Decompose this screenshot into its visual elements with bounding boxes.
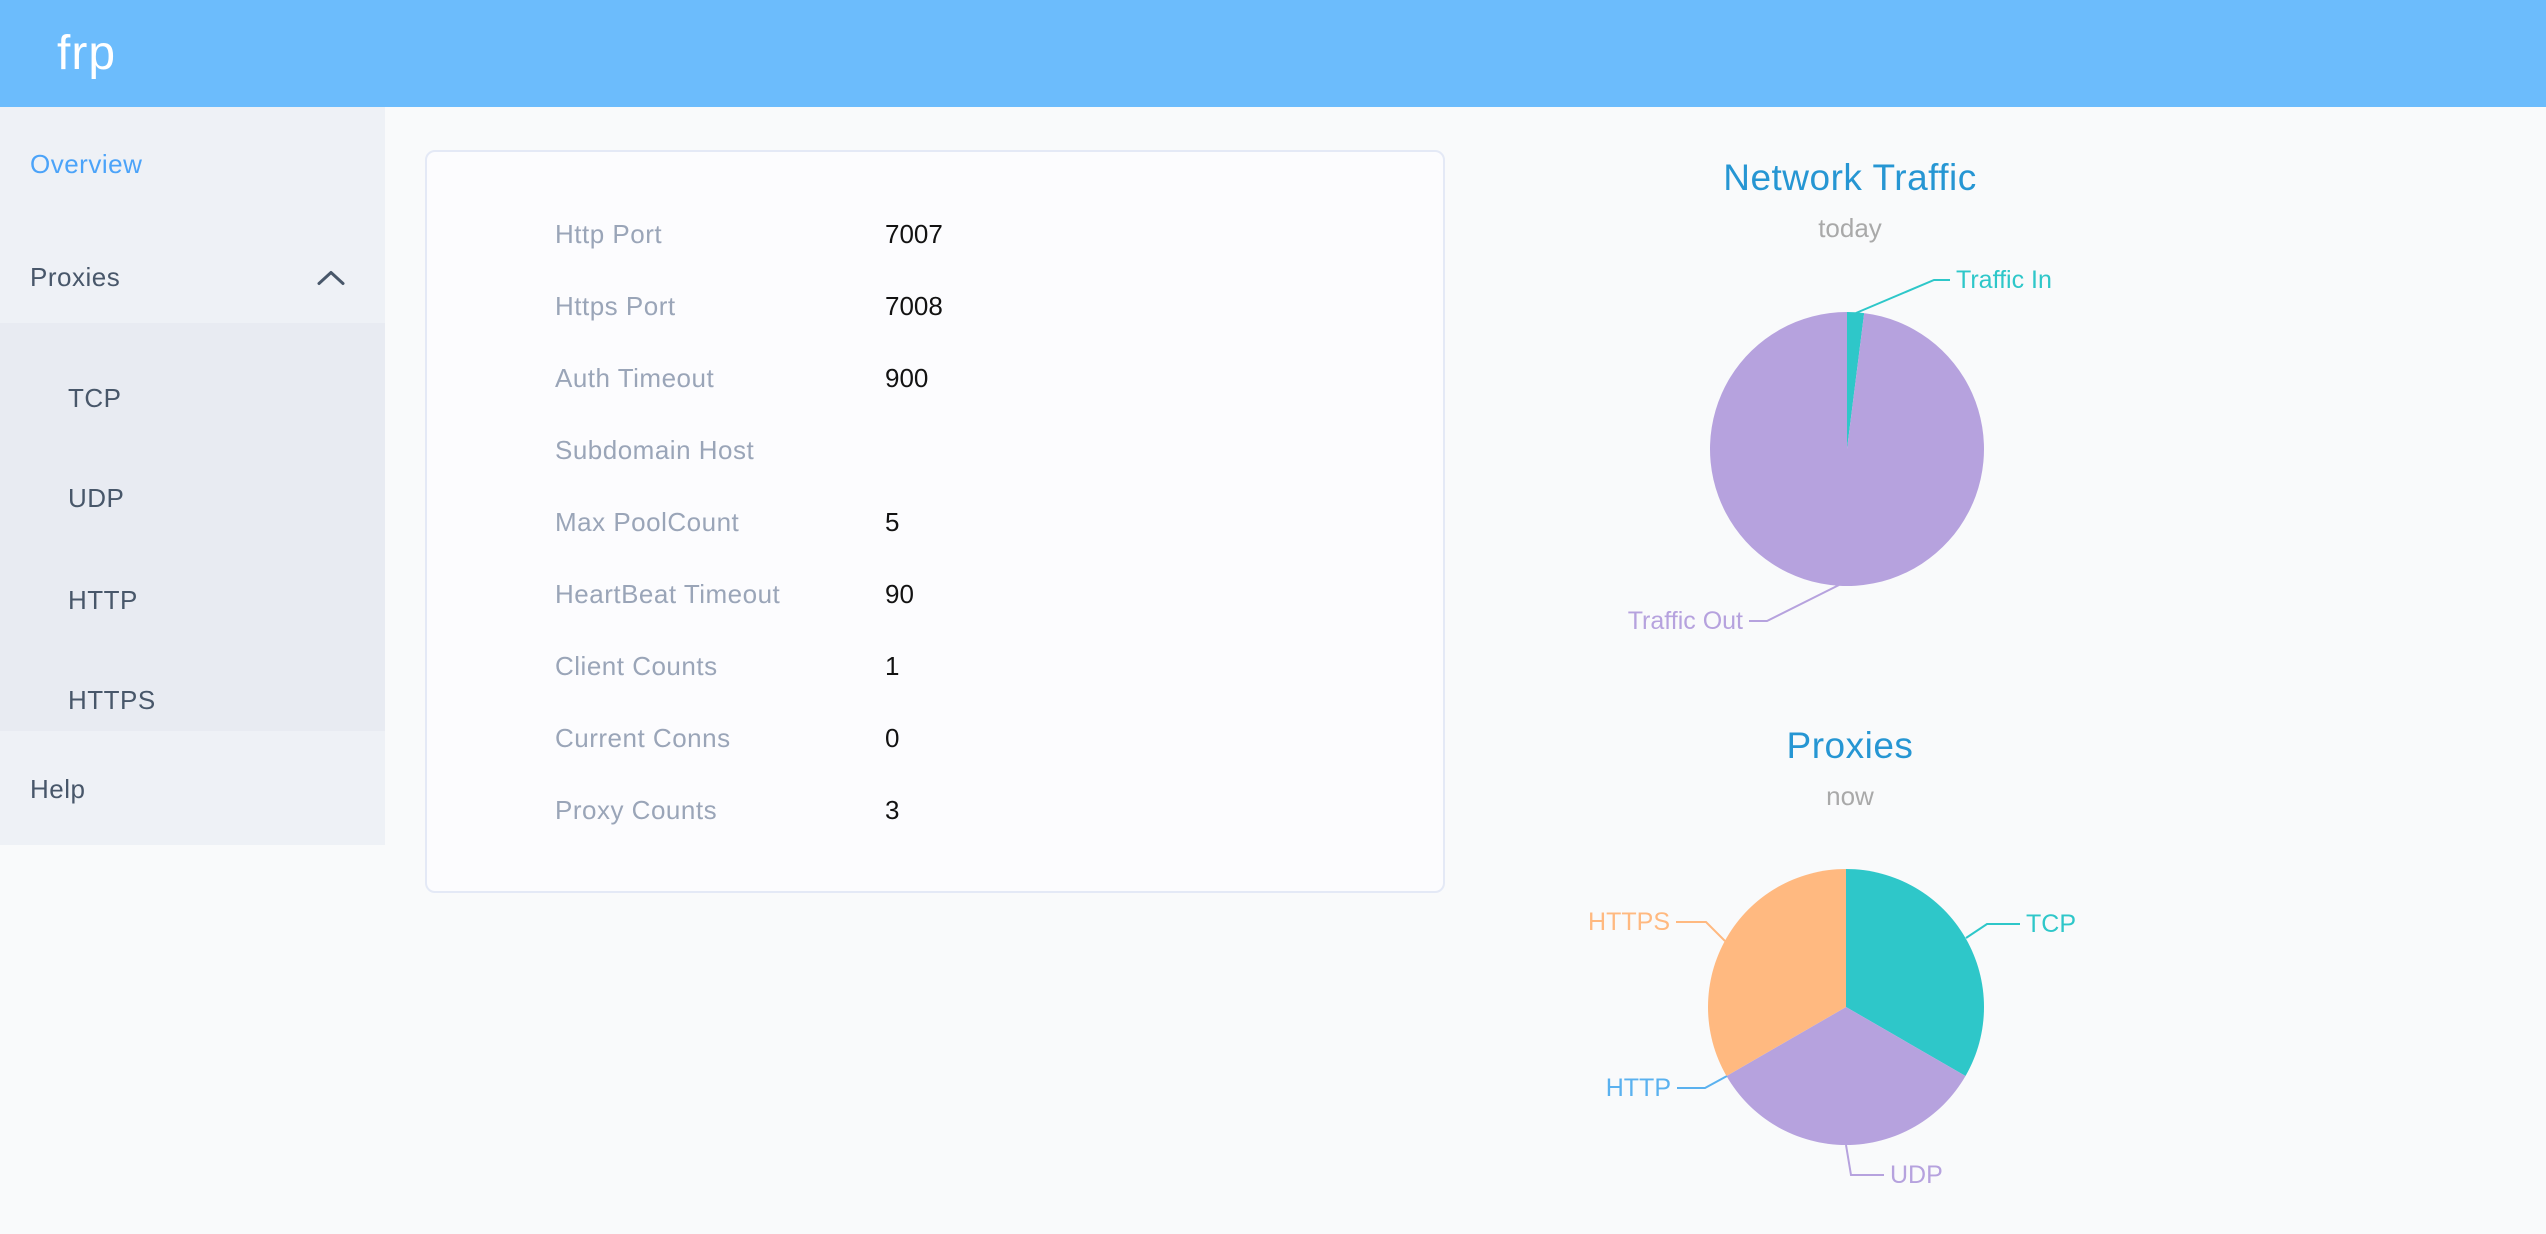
sidebar-item-udp[interactable]: UDP (0, 448, 385, 548)
pie-label-tcp: TCP (2026, 910, 2076, 938)
row-value: 7007 (885, 219, 943, 249)
server-config-card: Http Port 7007 Https Port 7008 Auth Time… (425, 150, 1445, 893)
chart-subtitle-now: now (1826, 781, 1874, 811)
table-row: Https Port 7008 (427, 270, 1443, 342)
pie-slice-traffic-in[interactable] (1847, 312, 1865, 449)
chevron-up-icon (317, 262, 345, 293)
pie-slice-https[interactable] (1708, 869, 1846, 1076)
table-row: Http Port 7007 (427, 198, 1443, 270)
sidebar-item-tcp[interactable]: TCP (0, 348, 385, 448)
row-value: 5 (885, 507, 900, 537)
network-traffic-pie-chart: Traffic In Traffic Out (1628, 266, 2052, 635)
chart-subtitle-today: today (1818, 213, 1882, 243)
sidebar-item-http[interactable]: HTTP (0, 550, 385, 650)
sidebar: Overview Proxies TCP UDP HTTP HTTPS Help (0, 107, 385, 845)
row-label: Proxy Counts (555, 795, 718, 825)
row-label: Subdomain Host (555, 435, 755, 465)
pie-label-http: HTTP (1606, 1074, 1671, 1102)
row-value: 1 (885, 651, 900, 681)
chart-title-proxies: Proxies (1786, 725, 1914, 766)
pie-slice-traffic-out[interactable] (1710, 312, 1984, 586)
pie-label-traffic-out: Traffic Out (1628, 607, 1743, 635)
sidebar-item-label: UDP (68, 482, 125, 513)
pie-label-https: HTTPS (1588, 908, 1670, 936)
pie-label-line-udp (1845, 1144, 1884, 1176)
table-row: Subdomain Host (427, 414, 1443, 486)
pie-label-line-traffic-out (1749, 584, 1840, 622)
pie-slice-tcp[interactable] (1846, 869, 1984, 1076)
sidebar-item-label: Overview (30, 148, 143, 179)
pie-label-line-tcp (1965, 923, 2020, 939)
pie-label-udp: UDP (1890, 1161, 1943, 1189)
pie-label-traffic-in: Traffic In (1956, 266, 2052, 294)
sidebar-item-overview[interactable]: Overview (0, 118, 385, 210)
sidebar-item-https[interactable]: HTTPS (0, 650, 385, 750)
chart-title-network-traffic: Network Traffic (1723, 157, 1977, 198)
frp-logo: frp (57, 27, 117, 80)
row-value: 90 (885, 579, 914, 609)
row-value: 0 (885, 723, 900, 753)
pie-label-line-traffic-in (1855, 279, 1950, 314)
sidebar-item-label: HTTP (68, 584, 138, 615)
proxies-submenu: TCP UDP HTTP HTTPS (0, 323, 385, 731)
table-row: Max PoolCount 5 (427, 486, 1443, 558)
row-label: Max PoolCount (555, 507, 740, 537)
table-row: Auth Timeout 900 (427, 342, 1443, 414)
row-value: 900 (885, 363, 929, 393)
proxies-pie-chart: TCP UDP HTTP HTTPS (1588, 869, 2076, 1189)
row-label: Auth Timeout (555, 363, 715, 393)
row-label: Https Port (555, 291, 676, 321)
sidebar-item-proxies[interactable]: Proxies (0, 231, 385, 323)
table-row: HeartBeat Timeout 90 (427, 558, 1443, 630)
row-value: 3 (885, 795, 900, 825)
pie-label-line-https (1676, 921, 1726, 942)
row-value: 7008 (885, 291, 943, 321)
app-header: frp (0, 0, 2546, 107)
sidebar-item-label: Help (30, 773, 86, 804)
table-row: Current Conns 0 (427, 702, 1443, 774)
pie-slice-udp[interactable] (1726, 1007, 1966, 1145)
sidebar-item-label: HTTPS (68, 684, 156, 715)
row-label: Http Port (555, 219, 663, 249)
pie-label-line-http (1677, 1075, 1728, 1089)
row-label: Current Conns (555, 723, 731, 753)
sidebar-item-label: TCP (68, 382, 122, 413)
sidebar-item-label: Proxies (30, 261, 121, 292)
row-label: HeartBeat Timeout (555, 579, 781, 609)
row-label: Client Counts (555, 651, 718, 681)
table-row: Proxy Counts 3 (427, 774, 1443, 846)
sidebar-item-help[interactable]: Help (0, 743, 385, 835)
table-row: Client Counts 1 (427, 630, 1443, 702)
